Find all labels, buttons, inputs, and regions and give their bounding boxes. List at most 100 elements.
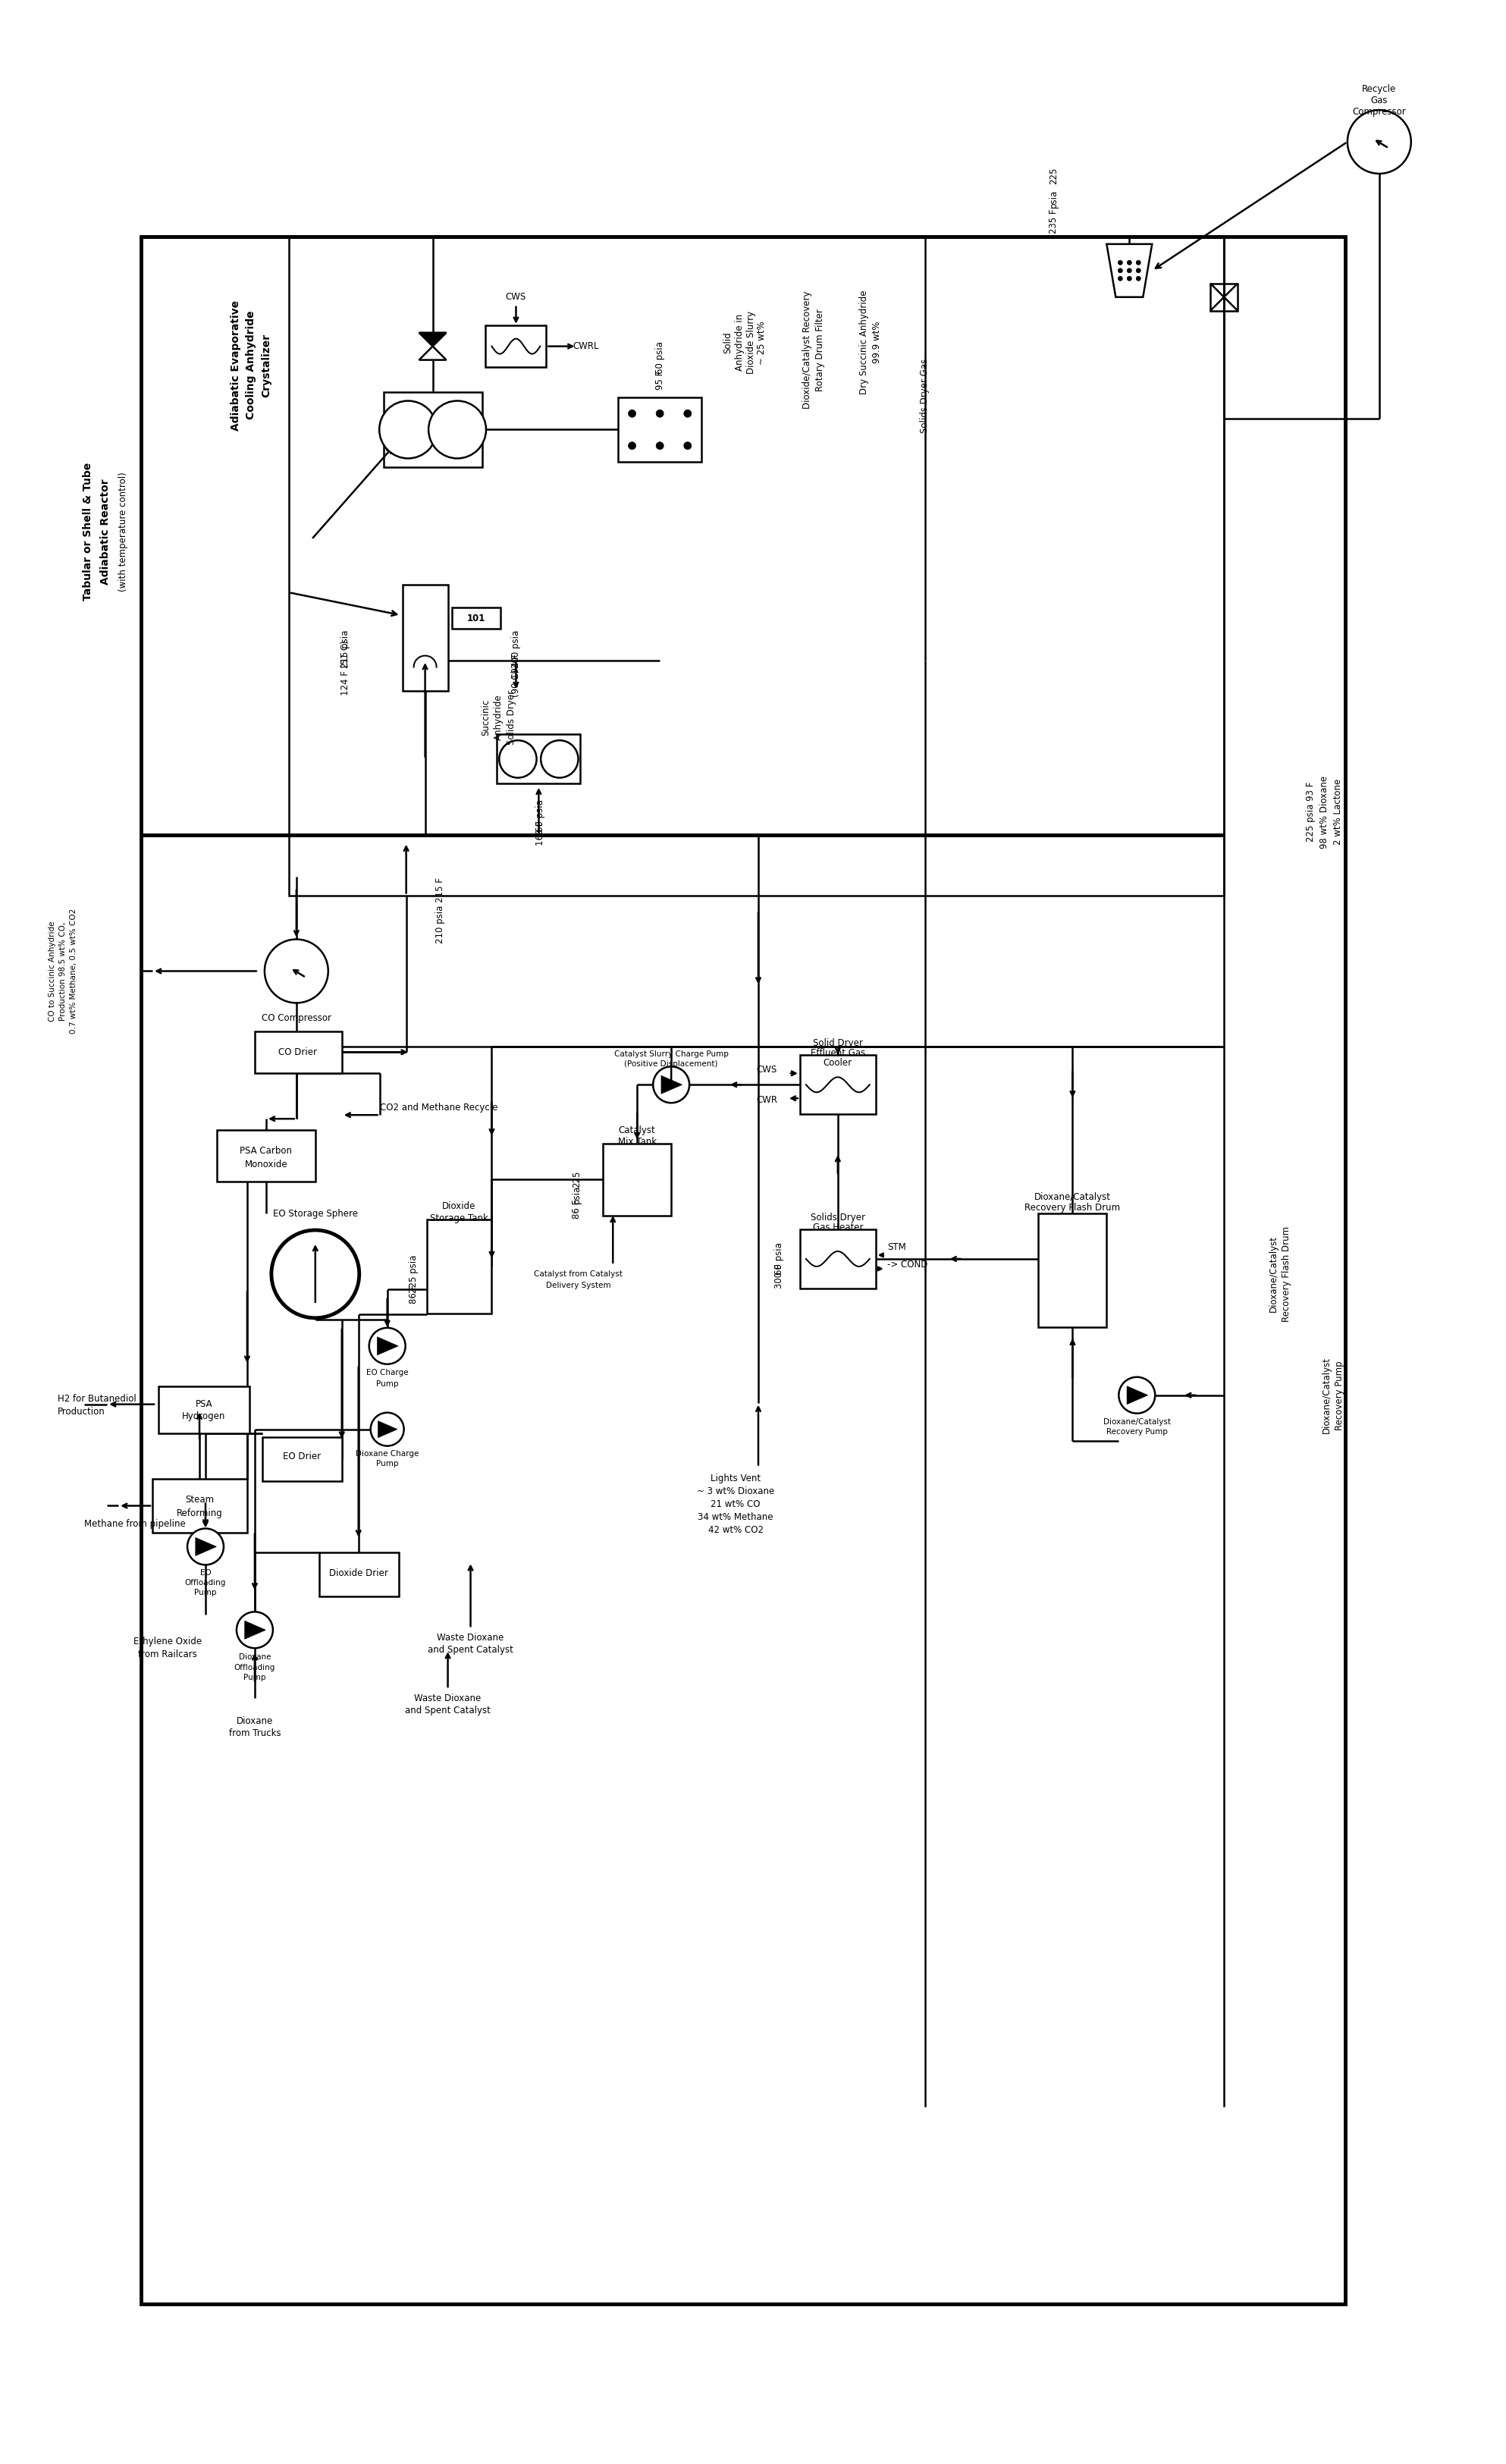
Text: Gas Heater: Gas Heater bbox=[813, 1222, 863, 1232]
Bar bbox=[319, 1552, 399, 1597]
Polygon shape bbox=[196, 1538, 217, 1555]
Text: Gas: Gas bbox=[1370, 96, 1387, 106]
Circle shape bbox=[1119, 1377, 1155, 1414]
Text: CWS: CWS bbox=[506, 293, 526, 303]
Bar bbox=[800, 1230, 875, 1289]
Circle shape bbox=[1348, 111, 1411, 172]
Circle shape bbox=[684, 441, 691, 448]
Text: PSA: PSA bbox=[196, 1400, 212, 1409]
Text: and Spent Catalyst: and Spent Catalyst bbox=[428, 1646, 514, 1656]
Text: Recovery Pump: Recovery Pump bbox=[1334, 1360, 1345, 1429]
Text: Recovery Pump: Recovery Pump bbox=[1107, 1427, 1167, 1437]
Text: 95 F: 95 F bbox=[655, 370, 664, 389]
Text: Storage Tank: Storage Tank bbox=[431, 1212, 488, 1222]
Text: Solid Dryer: Solid Dryer bbox=[813, 1037, 863, 1047]
Text: psia: psia bbox=[572, 1185, 581, 1205]
Text: STM: STM bbox=[887, 1242, 905, 1252]
Text: Dioxane Charge: Dioxane Charge bbox=[355, 1449, 419, 1456]
Text: Monoxide: Monoxide bbox=[244, 1158, 288, 1168]
Circle shape bbox=[369, 1328, 405, 1365]
Circle shape bbox=[370, 1412, 404, 1446]
Bar bbox=[800, 1055, 875, 1114]
Text: Anhydride in: Anhydride in bbox=[735, 313, 744, 372]
Text: Pump: Pump bbox=[244, 1673, 267, 1680]
Text: EO Charge: EO Charge bbox=[366, 1368, 408, 1377]
Text: Succinic: Succinic bbox=[480, 700, 491, 737]
Text: Dioxane/Catalyst: Dioxane/Catalyst bbox=[1104, 1417, 1170, 1427]
Text: Steam: Steam bbox=[185, 1496, 214, 1506]
Circle shape bbox=[541, 739, 578, 779]
Text: Solid: Solid bbox=[723, 333, 733, 352]
Text: Compressor: Compressor bbox=[1352, 106, 1407, 116]
Text: CO Drier: CO Drier bbox=[279, 1047, 318, 1057]
Circle shape bbox=[1117, 269, 1122, 274]
Text: Catalyst: Catalyst bbox=[619, 1126, 655, 1136]
Circle shape bbox=[628, 409, 636, 416]
Text: Pump: Pump bbox=[194, 1589, 217, 1597]
Text: Catalyst Slurry Charge Pump: Catalyst Slurry Charge Pump bbox=[614, 1050, 729, 1057]
Text: Reforming: Reforming bbox=[176, 1508, 223, 1518]
Text: Dioxane/Catalyst: Dioxane/Catalyst bbox=[1321, 1358, 1331, 1434]
Text: 200 psia: 200 psia bbox=[511, 631, 521, 668]
Circle shape bbox=[1136, 276, 1140, 281]
Text: Offloading: Offloading bbox=[233, 1663, 276, 1671]
Bar bbox=[1211, 283, 1238, 310]
Text: psia: psia bbox=[1048, 190, 1059, 207]
Text: Effluent Gas: Effluent Gas bbox=[810, 1047, 866, 1057]
Bar bbox=[152, 1478, 247, 1533]
Bar bbox=[402, 584, 447, 690]
Text: Dioxide: Dioxide bbox=[443, 1200, 476, 1210]
Text: Cooler: Cooler bbox=[824, 1057, 852, 1067]
Bar bbox=[486, 325, 547, 367]
Text: 86 F: 86 F bbox=[408, 1284, 419, 1303]
Text: Recovery Flash Drum: Recovery Flash Drum bbox=[1282, 1227, 1291, 1321]
Text: 86 F: 86 F bbox=[572, 1200, 581, 1220]
Text: Solids Dryer Gas: Solids Dryer Gas bbox=[920, 357, 929, 434]
Text: 98 wt% Dioxane: 98 wt% Dioxane bbox=[1319, 776, 1330, 848]
Text: from Railcars: from Railcars bbox=[139, 1648, 197, 1658]
Bar bbox=[255, 1032, 342, 1074]
Polygon shape bbox=[419, 347, 446, 360]
Text: 34 wt% Methane: 34 wt% Methane bbox=[697, 1513, 773, 1523]
Text: ~ 25 wt%: ~ 25 wt% bbox=[758, 320, 767, 365]
Text: Dioxane: Dioxane bbox=[238, 1653, 271, 1661]
Text: 21 wt% CO: 21 wt% CO bbox=[711, 1498, 761, 1508]
Text: 225: 225 bbox=[1048, 168, 1059, 185]
Text: Pump: Pump bbox=[376, 1380, 399, 1387]
Text: 60 psia: 60 psia bbox=[535, 801, 545, 833]
Bar bbox=[289, 237, 1224, 894]
Text: Dioxane: Dioxane bbox=[236, 1715, 273, 1725]
Bar bbox=[217, 1131, 315, 1183]
Text: (90 C): (90 C) bbox=[511, 670, 521, 697]
Text: 225: 225 bbox=[572, 1170, 581, 1188]
Circle shape bbox=[187, 1528, 224, 1565]
Text: Recovery Flash Drum: Recovery Flash Drum bbox=[1024, 1202, 1120, 1212]
Text: Catalyst from Catalyst: Catalyst from Catalyst bbox=[533, 1271, 622, 1279]
Circle shape bbox=[265, 939, 328, 1003]
Text: CWRL: CWRL bbox=[572, 342, 599, 352]
Circle shape bbox=[236, 1611, 273, 1648]
Text: 42 wt% CO2: 42 wt% CO2 bbox=[708, 1525, 764, 1535]
Bar bbox=[1039, 1212, 1107, 1328]
Polygon shape bbox=[378, 1422, 398, 1437]
Text: ~ 3 wt% Dioxane: ~ 3 wt% Dioxane bbox=[697, 1486, 774, 1496]
Text: Rotary Drum Filter: Rotary Drum Filter bbox=[815, 308, 825, 392]
Bar bbox=[617, 397, 702, 461]
Bar bbox=[142, 237, 1345, 2304]
Bar bbox=[384, 392, 482, 468]
Circle shape bbox=[657, 409, 664, 416]
Text: 194 F: 194 F bbox=[511, 653, 521, 680]
Text: Offloading: Offloading bbox=[185, 1579, 226, 1587]
Text: 101: 101 bbox=[467, 614, 485, 623]
Text: CWR: CWR bbox=[756, 1094, 777, 1104]
Text: Solids Dryer: Solids Dryer bbox=[506, 690, 517, 744]
Text: Waste Dioxane: Waste Dioxane bbox=[437, 1634, 505, 1643]
Text: Delivery System: Delivery System bbox=[545, 1281, 610, 1289]
Text: Tabular or Shell & Tube: Tabular or Shell & Tube bbox=[83, 463, 93, 601]
Text: Hydrogen: Hydrogen bbox=[182, 1412, 226, 1422]
Text: Anhydride: Anhydride bbox=[494, 695, 503, 739]
Circle shape bbox=[429, 402, 486, 458]
Text: Dioxide Slurry: Dioxide Slurry bbox=[745, 310, 756, 375]
Text: CWS: CWS bbox=[756, 1064, 777, 1074]
Text: 225 psia: 225 psia bbox=[408, 1254, 419, 1294]
